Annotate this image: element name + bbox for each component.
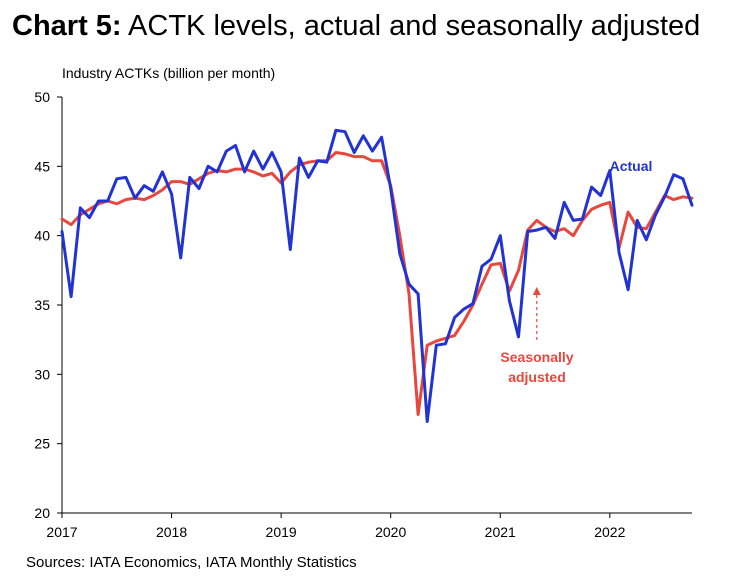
annotations: Actual Seasonally adjusted (500, 158, 652, 385)
actual-series-line (60, 128, 694, 423)
seasonally-adjusted-series-label: adjusted (508, 369, 566, 385)
y-tick-label: 50 (34, 89, 50, 105)
x-tick-label: 2021 (485, 524, 516, 540)
y-tick-label: 45 (34, 158, 50, 174)
x-tick-label: 2022 (594, 524, 625, 540)
actual-series-label: Actual (610, 158, 653, 174)
y-axis-label: Industry ACTKs (billion per month) (62, 65, 275, 81)
y-tick-label: 30 (34, 366, 50, 382)
y-tick-label: 25 (34, 436, 50, 452)
y-tick-label: 35 (34, 297, 50, 313)
x-ticks: 2017 2018 2019 2020 2021 2022 (46, 513, 626, 540)
chart-title-text: ACTK levels, actual and seasonally adjus… (128, 10, 701, 42)
chart-title: Chart 5: ACTK levels, actual and seasona… (12, 10, 700, 43)
chart-number: Chart 5: (12, 10, 122, 42)
x-tick-label: 2017 (46, 524, 77, 540)
x-tick-label: 2018 (156, 524, 187, 540)
y-ticks: 20 25 30 35 40 45 50 (34, 89, 62, 521)
x-tick-label: 2020 (375, 524, 406, 540)
annotation-arrow-head (532, 287, 541, 295)
y-tick-label: 40 (34, 228, 50, 244)
sources-note: Sources: IATA Economics, IATA Monthly St… (26, 554, 357, 571)
y-tick-label: 20 (34, 505, 50, 521)
series-lines (60, 128, 694, 423)
x-tick-label: 2019 (266, 524, 297, 540)
seasonally-adjusted-series-label: Seasonally (500, 349, 573, 365)
